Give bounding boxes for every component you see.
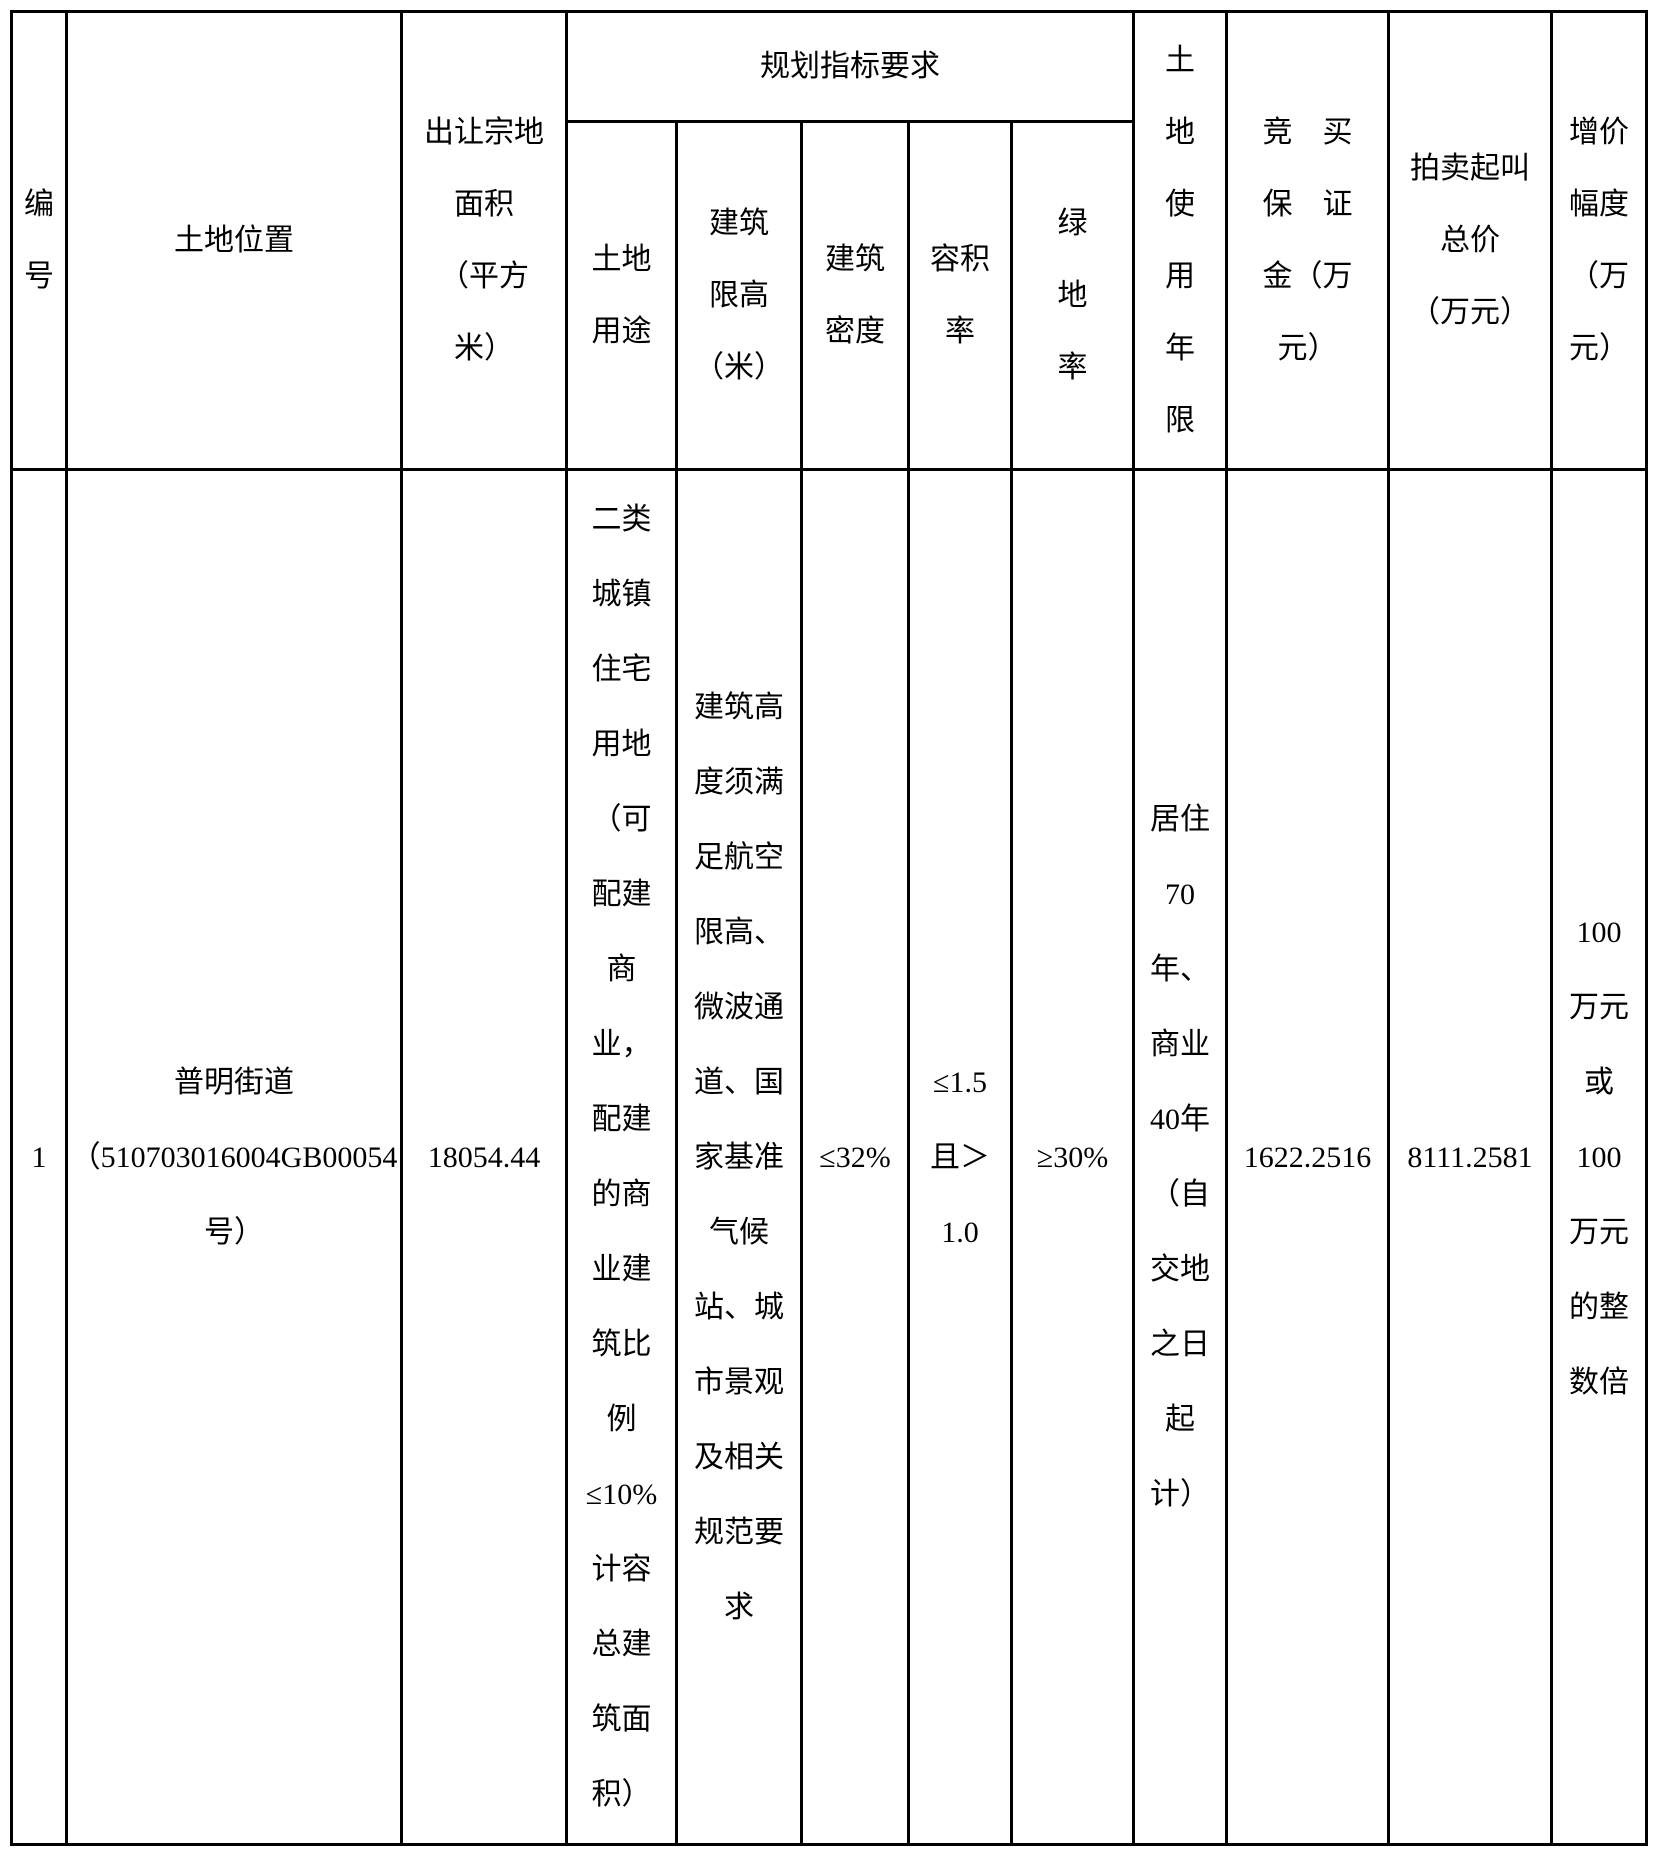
body-cell-number: 1 <box>10 468 68 1846</box>
header-cell-location: 土地位置 <box>65 10 403 471</box>
header-cell-starting-price: 拍卖起叫 总价 （万元） <box>1387 10 1554 471</box>
body-cell-starting-price: 8111.2581 <box>1387 468 1554 1846</box>
body-cell-floor-area-ratio: ≤1.5 且＞ 1.0 <box>907 468 1013 1846</box>
body-cell-increment: 100 万元 或 100 万元 的整 数倍 <box>1550 468 1649 1846</box>
header-cell-floor-area-ratio: 容积 率 <box>907 120 1013 471</box>
header-cell-number: 编 号 <box>10 10 68 471</box>
header-cell-land-use: 土地 用途 <box>565 120 678 471</box>
header-cell-density: 建筑 密度 <box>800 120 910 471</box>
header-cell-tenure: 土 地 使 用 年 限 <box>1132 10 1229 471</box>
header-cell-planning-requirements: 规划指标要求 <box>564 10 1136 123</box>
body-cell-density: ≤32% <box>800 468 910 1846</box>
body-cell-green-ratio: ≥30% <box>1009 468 1136 1846</box>
land-auction-table: 编 号 土地位置 出让宗地 面积 （平方 米） 规划指标要求 土 地 使 用 年… <box>10 10 1649 1846</box>
header-cell-area: 出让宗地 面积 （平方 米） <box>400 10 568 471</box>
body-cell-area: 18054.44 <box>400 468 568 1846</box>
header-cell-height-limit: 建筑 限高 （米） <box>675 120 803 471</box>
body-cell-height-limit: 建筑高 度须满 足航空 限高、 微波通 道、国 家基准 气候 站、城 市景观 及… <box>675 468 803 1846</box>
body-cell-location: 普明街道 （510703016004GB00054 号） <box>65 468 403 1846</box>
header-cell-deposit: 竞 买 保 证 金（万 元） <box>1225 10 1391 471</box>
body-cell-land-use: 二类 城镇 住宅 用地 （可 配建 商 业， 配建 的商 业建 筑比 例 ≤10… <box>565 468 678 1846</box>
table-row: 1 普明街道 （510703016004GB00054 号） 18054.44 … <box>10 468 1649 1846</box>
header-cell-green-ratio: 绿 地 率 <box>1009 120 1136 471</box>
body-cell-deposit: 1622.2516 <box>1225 468 1391 1846</box>
header-cell-increment: 增价 幅度 （万 元） <box>1550 10 1649 471</box>
body-cell-tenure: 居住 70 年、 商业 40年 （自 交地 之日 起 计） <box>1132 468 1229 1846</box>
